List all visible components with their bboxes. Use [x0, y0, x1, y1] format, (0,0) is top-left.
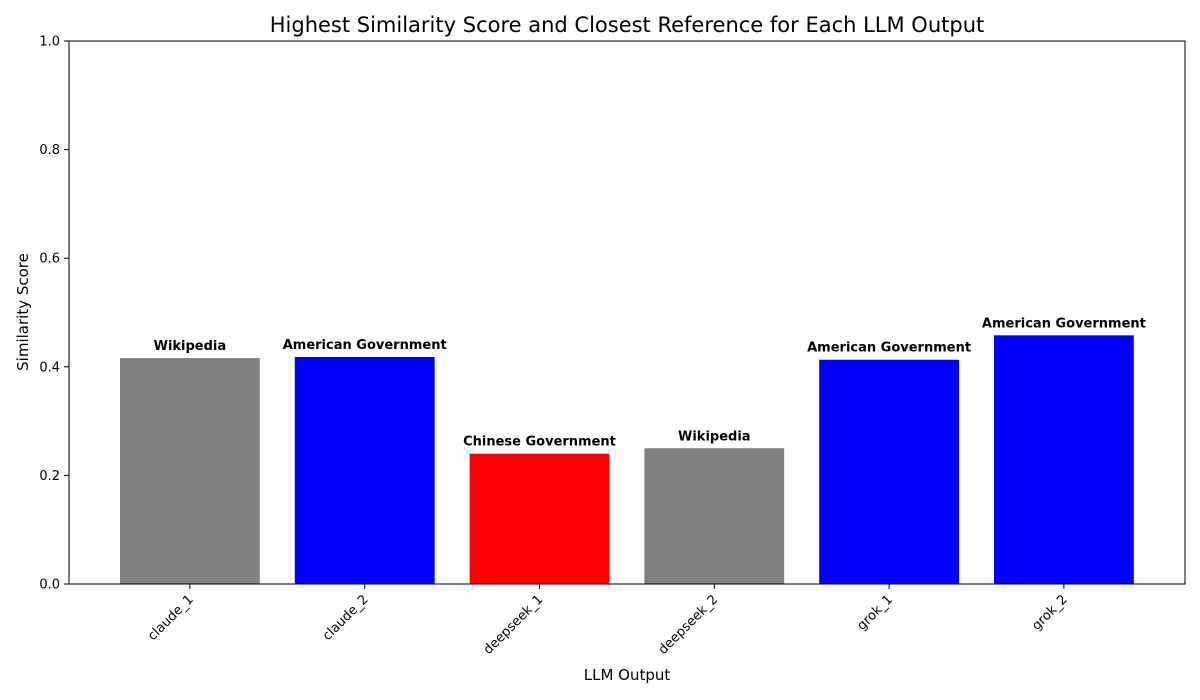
x-tick-label-claude_2: claude_2	[320, 592, 372, 644]
bar-labels: Wikipedia American Government Chinese Gove…	[154, 316, 1146, 449]
bar-deepseek_1	[469, 453, 610, 584]
x-axis-label: LLM Output	[584, 666, 671, 684]
y-tick-label: 1.0	[39, 35, 60, 50]
y-ticks: 0.0 0.2 0.4 0.6 0.8 1.0	[39, 35, 69, 593]
bar-label-claude_2: American Government	[283, 338, 447, 353]
chart-title: Highest Similarity Score and Closest Ref…	[270, 13, 985, 37]
x-ticks: claude_1 claude_2 deepseek_1 deepseek_2 grok…	[145, 584, 1071, 658]
bar-grok_2	[994, 335, 1134, 584]
bar-claude_1	[120, 358, 260, 584]
x-tick-label-grok_2: grok_2	[1029, 592, 1070, 633]
bar-grok_1	[819, 359, 959, 584]
plot-frame	[68, 40, 1186, 585]
bar-label-deepseek_2: Wikipedia	[678, 429, 751, 444]
y-tick-label: 0.6	[39, 252, 60, 267]
x-tick-label-deepseek_2: deepseek_2	[656, 592, 721, 657]
y-tick-label: 0.0	[39, 578, 60, 593]
bar-label-claude_1: Wikipedia	[154, 339, 227, 354]
bar-deepseek_2	[644, 448, 785, 584]
y-axis-label: Similarity Score	[14, 253, 32, 371]
bar-label-deepseek_1: Chinese Government	[463, 435, 616, 450]
y-tick-label: 0.4	[39, 360, 60, 375]
x-tick-label-deepseek_1: deepseek_1	[481, 592, 546, 657]
bar-label-grok_1: American Government	[807, 341, 971, 356]
y-tick-label: 0.8	[39, 143, 60, 158]
bar-label-grok_2: American Government	[982, 316, 1146, 331]
y-tick-label: 0.2	[39, 469, 60, 484]
x-tick-label-claude_1: claude_1	[145, 592, 197, 644]
bar-claude_2	[294, 357, 435, 584]
x-tick-label-grok_1: grok_1	[855, 592, 896, 633]
bars-layer	[120, 335, 1134, 584]
